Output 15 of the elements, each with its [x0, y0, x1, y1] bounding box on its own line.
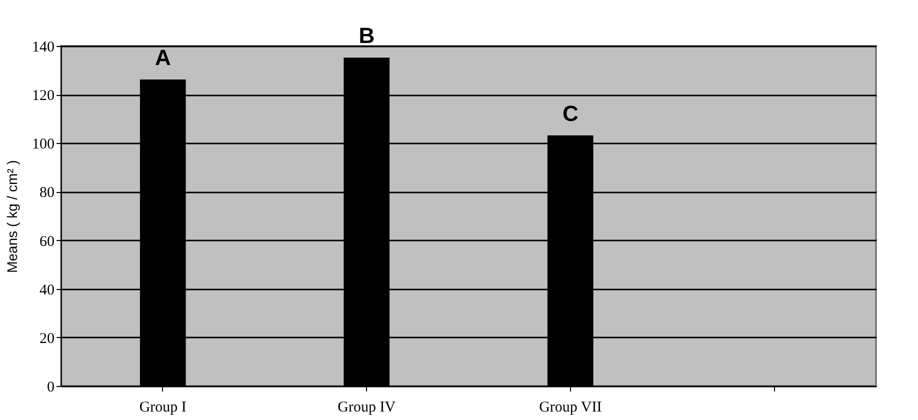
y-tick-label: 120: [32, 88, 54, 104]
y-tick-label: 100: [32, 136, 54, 153]
annotation: A: [154, 45, 171, 70]
y-tick-label: 80: [40, 185, 54, 202]
y-tick-label: 40: [40, 282, 54, 298]
annotation: C: [562, 100, 578, 126]
y-tick-label: 60: [40, 234, 54, 250]
y-tick-label: 0: [47, 380, 54, 396]
x-tick-label: Group IV: [338, 400, 396, 416]
x-tick-label: Group I: [139, 400, 186, 416]
y-tick-label: 140: [32, 40, 54, 56]
annotation: B: [358, 23, 375, 48]
y-axis-title: Means ( kg / cm² ): [4, 160, 20, 273]
y-tick-label: 20: [40, 330, 54, 347]
x-tick-label: Group VII: [539, 400, 602, 416]
